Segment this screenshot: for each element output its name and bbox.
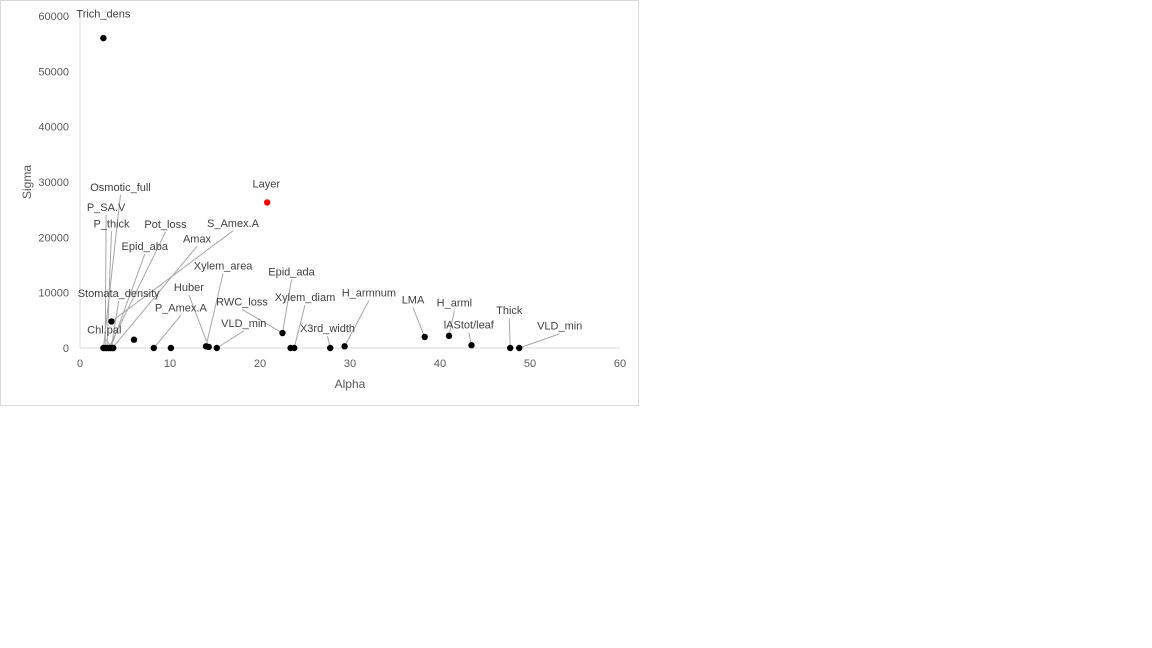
label-leader-line	[112, 245, 198, 349]
label-leader-line	[293, 304, 306, 349]
point-label: Trich_dens	[76, 9, 131, 21]
label-leader-line	[216, 330, 245, 349]
x-tick-label: 40	[434, 358, 446, 370]
point-label: Huber	[174, 282, 204, 294]
data-point	[445, 332, 453, 340]
data-point	[110, 344, 117, 352]
data-point	[507, 344, 514, 352]
x-tick-label: 50	[524, 358, 536, 370]
point-label: H_armnum	[342, 288, 396, 300]
label-leader-line	[108, 231, 166, 349]
point-label: Chl.pal	[87, 325, 121, 337]
data-point	[100, 34, 107, 42]
data-point	[130, 336, 138, 343]
point-label: Amax	[183, 233, 212, 245]
data-point	[421, 333, 428, 341]
x-tick-label: 30	[344, 358, 356, 370]
data-point	[167, 344, 175, 352]
data-point	[341, 343, 348, 350]
point-label: P_Amex.A	[155, 302, 208, 314]
y-tick-label: 50000	[38, 66, 69, 78]
label-leader-line	[412, 307, 426, 338]
label-leader-line	[104, 214, 107, 349]
point-label: Pot_loss	[144, 219, 187, 231]
point-label: Layer	[253, 179, 281, 191]
point-label: Stomata_density	[78, 288, 160, 300]
point-label: P_thick	[93, 218, 130, 230]
point-label: Xylem_area	[194, 260, 254, 272]
y-tick-label: 40000	[38, 122, 69, 134]
scatter-chart: 0 10 20 30 40 50 60 0 10000 20000 30000 40000 50000 6…	[20, 9, 626, 391]
point-label: Xylem_diam	[275, 292, 336, 304]
y-axis-title: Sigma	[20, 165, 34, 199]
x-tick-label: 10	[164, 358, 176, 370]
point-label: VLD_min	[221, 318, 266, 330]
highlighted-data-point	[264, 199, 271, 206]
data-point	[213, 344, 220, 352]
point-label: Epid_ada	[268, 267, 315, 279]
point-label: S_Amex.A	[207, 218, 260, 230]
x-tick-label: 60	[614, 358, 626, 370]
y-tick-label: 10000	[38, 288, 69, 300]
data-point	[468, 342, 475, 349]
y-tick-label: 0	[63, 343, 69, 355]
label-leader-line	[282, 279, 292, 334]
label-leader-line	[188, 294, 210, 348]
axes: 0 10 20 30 40 50 60 0 10000 20000 30000 40000 50000 6…	[38, 11, 626, 370]
point-label: H_arml	[437, 298, 472, 310]
label-leader-line	[111, 301, 120, 347]
label-leader-line	[102, 194, 121, 349]
point-label: lAStot/leaf	[444, 320, 495, 332]
point-label: RWC_loss	[216, 296, 268, 308]
data-point	[327, 344, 334, 352]
data-point	[291, 344, 298, 352]
data-point	[205, 343, 212, 351]
data-point	[108, 318, 115, 325]
x-axis-title: Alpha	[335, 377, 366, 391]
point-labels: Trich_dens Layer Osmotic_full P_SA.V P_thick…	[76, 9, 582, 337]
x-tick-label: 20	[254, 358, 266, 370]
point-label: Thick	[496, 305, 523, 317]
point-label: VLD_min	[537, 321, 582, 333]
label-leader-line	[205, 273, 224, 347]
label-leader-line	[519, 333, 560, 349]
y-tick-label: 20000	[38, 232, 69, 244]
label-leader-line	[153, 315, 182, 349]
label-leader-line	[448, 310, 455, 336]
y-tick-label: 60000	[38, 11, 69, 23]
label-leader-line	[110, 253, 146, 349]
y-tick-label: 30000	[38, 177, 69, 189]
point-label: LMA	[402, 295, 425, 307]
leader-lines	[102, 194, 560, 349]
label-leader-line	[344, 300, 370, 347]
label-leader-line	[241, 308, 283, 334]
chart-area: 0 10 20 30 40 50 60 0 10000 20000 30000 40000 50000 6…	[0, 0, 639, 406]
point-label: Osmotic_full	[90, 182, 151, 194]
data-point	[279, 329, 286, 337]
point-label: X3rd_width	[300, 323, 355, 335]
point-label: Epid_aba	[122, 241, 169, 253]
point-label: P_SA.V	[87, 202, 126, 214]
data-point	[150, 344, 157, 352]
x-tick-label: 0	[77, 358, 83, 370]
label-leader-line	[106, 231, 112, 349]
data-point	[516, 344, 523, 352]
data-points	[100, 34, 523, 352]
label-leader-line	[508, 318, 511, 349]
